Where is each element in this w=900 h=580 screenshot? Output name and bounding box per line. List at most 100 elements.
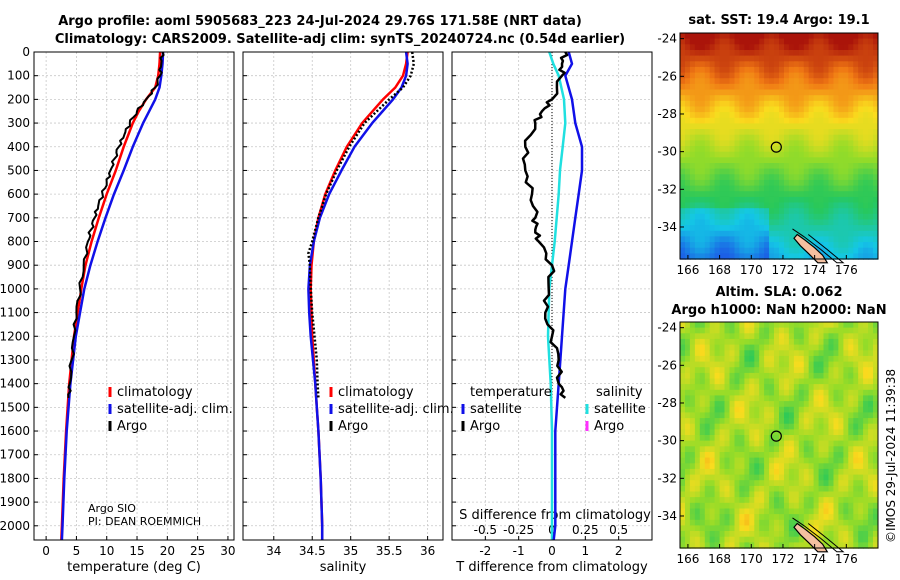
map-cell	[863, 168, 869, 175]
map-cell	[729, 378, 735, 385]
map-cell	[734, 474, 740, 481]
map-cell	[774, 146, 780, 153]
map-cell	[709, 468, 716, 476]
map-cell	[769, 412, 775, 419]
map-cell	[838, 401, 844, 408]
map-cell	[813, 83, 820, 91]
map-cell	[754, 129, 760, 136]
map-cell	[749, 519, 755, 527]
map-cell	[704, 38, 711, 45]
map-cell	[774, 134, 780, 141]
map-cell	[858, 33, 864, 40]
map-cell	[689, 367, 696, 374]
map-cell	[818, 213, 825, 221]
map-cell	[863, 468, 869, 476]
map-cell	[853, 333, 859, 340]
map-cell	[833, 452, 839, 459]
map-cell	[833, 100, 839, 108]
map-cell	[838, 123, 844, 130]
map-cell	[749, 208, 755, 215]
map-cell	[714, 213, 721, 221]
map-cell	[714, 242, 721, 249]
map-cell	[863, 322, 869, 329]
map-cell	[833, 112, 839, 119]
map-cell	[704, 236, 711, 243]
map-cell	[754, 185, 760, 192]
map-cell	[833, 242, 839, 249]
map-cell	[714, 322, 721, 329]
map-cell	[719, 174, 726, 181]
map-cell	[759, 491, 765, 498]
map-cell	[808, 55, 815, 62]
map-cell	[764, 191, 770, 198]
map-cell	[719, 322, 726, 329]
map-cell	[769, 168, 775, 175]
map-cell	[759, 55, 765, 62]
x-tick-label: 1	[582, 544, 590, 558]
map-cell	[754, 174, 760, 181]
map-cell	[833, 350, 839, 357]
map-cell	[680, 202, 686, 209]
map-cell	[759, 66, 765, 74]
map-cell	[818, 378, 825, 385]
map-cell	[788, 83, 795, 91]
map-cell	[739, 423, 745, 430]
map-cell	[818, 179, 825, 187]
map-cell	[694, 355, 701, 363]
map-cell	[784, 66, 790, 74]
series-line-salinity-satellite	[546, 51, 567, 540]
map-cell	[868, 384, 874, 391]
map-cell	[744, 33, 750, 40]
map-cell	[818, 146, 825, 153]
map-cell	[803, 129, 810, 136]
map-cell	[709, 378, 716, 385]
map-cell	[848, 44, 854, 51]
map-cell	[744, 225, 750, 232]
map-cell	[734, 525, 740, 532]
map-cell	[873, 406, 879, 414]
map-cell	[858, 129, 864, 136]
map-cell	[858, 480, 864, 487]
map-cell	[823, 344, 829, 351]
map-cell	[685, 112, 691, 119]
map-cell	[729, 202, 735, 209]
map-cell	[793, 423, 800, 430]
map-cell	[779, 480, 785, 487]
map-cell	[699, 157, 706, 164]
map-cell	[803, 146, 810, 153]
map-cell	[803, 406, 810, 414]
map-cell	[729, 247, 735, 254]
map-cell	[858, 123, 864, 130]
map-cell	[788, 333, 795, 340]
map-cell	[754, 355, 760, 363]
shelf-contour	[792, 517, 845, 553]
map-cell	[848, 384, 854, 391]
map-cell	[803, 202, 810, 209]
map-cell	[714, 384, 721, 391]
x-tick-label: -2	[479, 544, 491, 558]
map-cell	[759, 406, 765, 414]
map-cell	[828, 112, 834, 119]
map-cell	[764, 446, 770, 453]
map-cell	[779, 38, 785, 45]
map-cell	[729, 123, 735, 130]
map-cell	[749, 497, 755, 504]
map-cell	[680, 497, 686, 504]
map-cell	[764, 55, 770, 62]
map-cell	[873, 134, 879, 141]
x-tick-label: 35	[343, 544, 358, 558]
map-cell	[858, 401, 864, 408]
map-cell	[704, 435, 711, 442]
map-cell	[779, 542, 785, 549]
map-cell	[858, 531, 864, 538]
map-cell	[739, 389, 745, 397]
map-cell	[685, 327, 691, 334]
map-cell	[759, 174, 765, 181]
map-cell	[803, 33, 810, 40]
map-cell	[853, 38, 859, 45]
map-cell	[724, 191, 730, 198]
map-cell	[848, 468, 854, 476]
map-cell	[719, 372, 726, 380]
map-cell	[680, 491, 686, 498]
map-cell	[719, 480, 726, 487]
